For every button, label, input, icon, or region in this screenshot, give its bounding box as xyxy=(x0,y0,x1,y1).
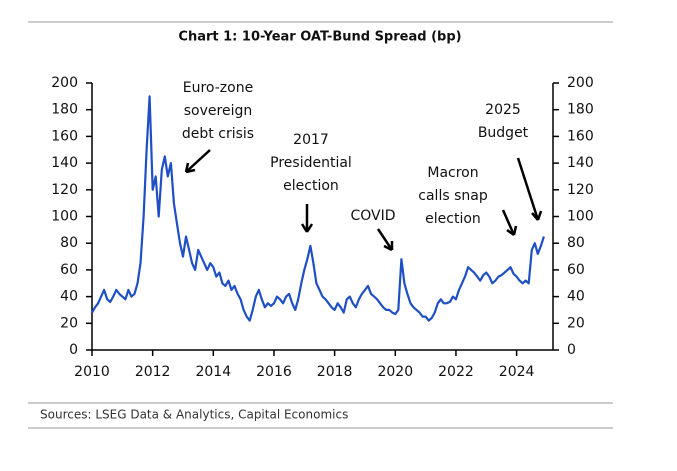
x-tick-label: 2016 xyxy=(256,364,292,380)
y2-tick-label: 120 xyxy=(567,182,594,198)
annotation: Presidential xyxy=(270,155,352,171)
y2-tick-label: 60 xyxy=(567,262,585,278)
annotation: 2025 xyxy=(485,102,521,118)
arrow xyxy=(376,228,394,252)
y2-tick-label: 80 xyxy=(567,235,585,251)
y2-tick-label: 0 xyxy=(567,342,576,358)
arrow xyxy=(184,149,211,174)
y-tick-label: 0 xyxy=(69,342,78,358)
y-tick-label: 200 xyxy=(51,75,78,91)
y2-tick-label: 40 xyxy=(567,289,585,305)
annotation: COVID xyxy=(350,208,395,224)
y-tick-label: 80 xyxy=(60,235,78,251)
y-tick-label: 40 xyxy=(60,289,78,305)
annotation: 2017 xyxy=(293,132,329,148)
y-tick-label: 120 xyxy=(51,182,78,198)
series-line xyxy=(91,95,545,322)
chart-title: Chart 1: 10-Year OAT-Bund Spread (bp) xyxy=(178,30,461,45)
y2-tick-label: 200 xyxy=(567,75,594,91)
y2-tick-label: 180 xyxy=(567,102,594,118)
arrow xyxy=(300,204,314,233)
y-tick-label: 180 xyxy=(51,102,78,118)
x-tick-label: 2018 xyxy=(317,364,353,380)
annotation: debt crisis xyxy=(182,126,254,142)
annotation: election xyxy=(425,211,481,227)
arrows xyxy=(184,149,543,252)
x-tick-label: 2022 xyxy=(438,364,474,380)
y-tick-label: 140 xyxy=(51,155,78,171)
arrow xyxy=(501,209,518,237)
annotation: election xyxy=(283,178,339,194)
x-tick-label: 2014 xyxy=(195,364,231,380)
y-tick-label: 20 xyxy=(60,315,78,331)
annotation: Budget xyxy=(478,125,529,141)
annotation: Euro-zone xyxy=(183,80,253,96)
y2-tick-label: 160 xyxy=(567,128,594,144)
y-tick-label: 60 xyxy=(60,262,78,278)
arrow xyxy=(516,157,543,221)
y2-tick-label: 20 xyxy=(567,315,585,331)
annotation: Macron xyxy=(427,165,478,181)
y-tick-label: 160 xyxy=(51,128,78,144)
x-tick-label: 2010 xyxy=(74,364,110,380)
y2-tick-label: 100 xyxy=(567,209,594,225)
x-tick-label: 2024 xyxy=(499,364,535,380)
source: Sources: LSEG Data & Analytics, Capital … xyxy=(40,408,348,422)
x-tick-label: 2012 xyxy=(135,364,171,380)
y-tick-label: 100 xyxy=(51,209,78,225)
x-tick-label: 2020 xyxy=(377,364,413,380)
annotation: calls snap xyxy=(418,188,488,204)
annotation: sovereign xyxy=(184,103,252,119)
y2-tick-label: 140 xyxy=(567,155,594,171)
